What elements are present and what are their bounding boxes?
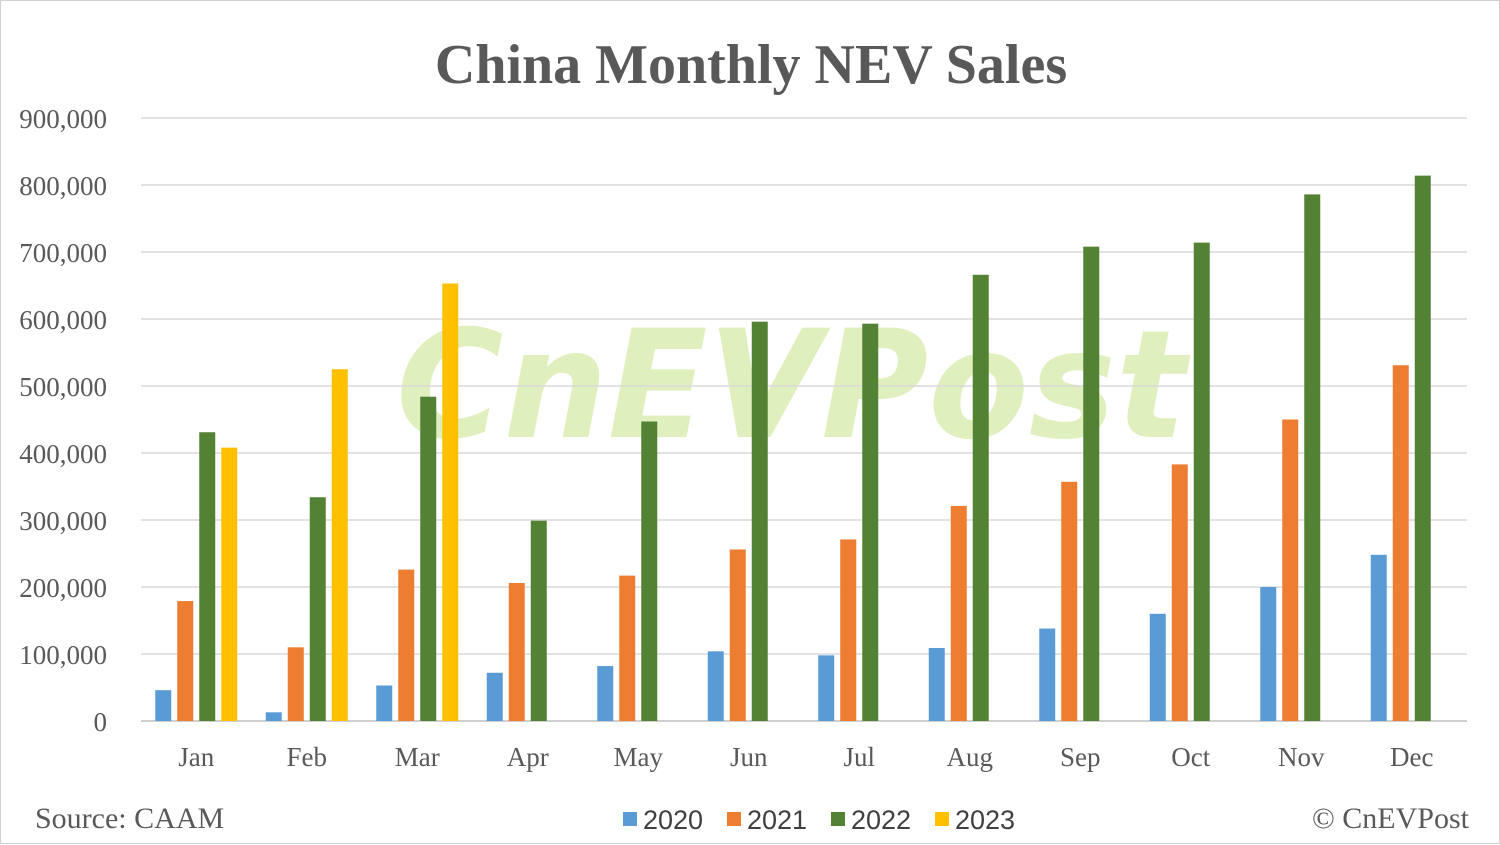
bar-2020-sep [1039, 628, 1056, 721]
bar-2021-may [619, 575, 636, 721]
source-note: Source: CAAM [35, 802, 224, 835]
bar-2022-jul [862, 323, 879, 721]
bar-2021-apr [508, 582, 525, 721]
y-axis-ticks: 0 100,000 200,000 300,000 400,000 500,000 600,… [19, 104, 107, 737]
legend-swatch-2020 [623, 812, 637, 826]
x-tick-label: Mar [395, 742, 440, 772]
y-tick-label: 500,000 [19, 372, 107, 402]
bar-2021-dec [1392, 365, 1409, 721]
bar-2022-aug [972, 274, 989, 721]
bar-2021-feb [287, 647, 304, 721]
bar-2021-nov [1282, 419, 1299, 721]
bar-2021-aug [950, 505, 967, 721]
bar-2023-mar [442, 283, 459, 721]
bar-2021-jan [177, 601, 194, 721]
legend-swatch-2023 [935, 812, 949, 826]
bar-2022-jun [751, 321, 768, 721]
x-tick-label: Jan [178, 742, 214, 772]
bar-2021-oct [1171, 464, 1188, 721]
credit-note: © CnEVPost [1312, 802, 1470, 835]
bar-2021-jul [840, 539, 857, 721]
bar-2020-nov [1260, 587, 1277, 721]
bar-2020-mar [376, 685, 393, 721]
legend-label-2020: 2020 [643, 805, 703, 835]
bar-2022-jan [199, 432, 216, 721]
bar-2022-oct [1193, 242, 1210, 721]
legend: 2020 2021 2022 2023 [623, 805, 1015, 835]
y-tick-label: 0 [94, 707, 108, 737]
bar-2020-oct [1149, 613, 1166, 721]
bar-2022-dec [1414, 175, 1431, 721]
bar-2020-jan [155, 690, 172, 721]
bar-2023-jan [221, 447, 238, 721]
bar-2021-sep [1061, 481, 1078, 721]
bar-2022-mar [420, 396, 437, 721]
bar-2021-mar [398, 569, 415, 721]
y-tick-label: 600,000 [19, 305, 107, 335]
y-tick-label: 800,000 [19, 171, 107, 201]
x-tick-label: Dec [1390, 742, 1433, 772]
x-tick-label: Jun [730, 742, 768, 772]
bar-2022-feb [309, 497, 326, 721]
y-tick-label: 300,000 [19, 506, 107, 536]
legend-label-2023: 2023 [955, 805, 1015, 835]
bar-2022-may [641, 421, 658, 721]
x-tick-label: May [614, 742, 664, 772]
y-tick-label: 700,000 [19, 238, 107, 268]
legend-label-2022: 2022 [851, 805, 911, 835]
x-tick-label: Jul [843, 742, 875, 772]
bar-2022-nov [1304, 194, 1321, 721]
y-tick-label: 900,000 [19, 104, 107, 134]
x-axis-ticks: Jan Feb Mar Apr May Jun Jul Aug Sep Oct Nov Dec [178, 742, 1433, 772]
bar-2020-apr [486, 672, 503, 721]
bar-2020-aug [928, 647, 945, 721]
y-tick-label: 200,000 [19, 573, 107, 603]
chart-title: China Monthly NEV Sales [435, 34, 1067, 96]
bar-2020-may [597, 666, 614, 721]
bar-2021-jun [729, 549, 746, 721]
x-tick-label: Feb [287, 742, 328, 772]
bar-2022-apr [530, 520, 547, 721]
x-tick-label: Nov [1278, 742, 1325, 772]
bar-2023-feb [331, 369, 348, 721]
bar-2022-sep [1083, 246, 1100, 721]
x-tick-label: Oct [1171, 742, 1210, 772]
gridlines [141, 117, 1467, 722]
x-tick-label: Sep [1060, 742, 1101, 772]
y-tick-label: 400,000 [19, 439, 107, 469]
legend-swatch-2021 [727, 812, 741, 826]
legend-swatch-2022 [831, 812, 845, 826]
bar-2020-dec [1370, 554, 1387, 721]
legend-label-2021: 2021 [747, 805, 807, 835]
y-tick-label: 100,000 [19, 640, 107, 670]
bars [155, 175, 1431, 721]
bar-2020-jun [707, 651, 724, 721]
bar-2020-jul [818, 655, 835, 721]
x-tick-label: Apr [507, 742, 549, 772]
bar-2020-feb [265, 712, 282, 721]
x-tick-label: Aug [947, 742, 994, 772]
